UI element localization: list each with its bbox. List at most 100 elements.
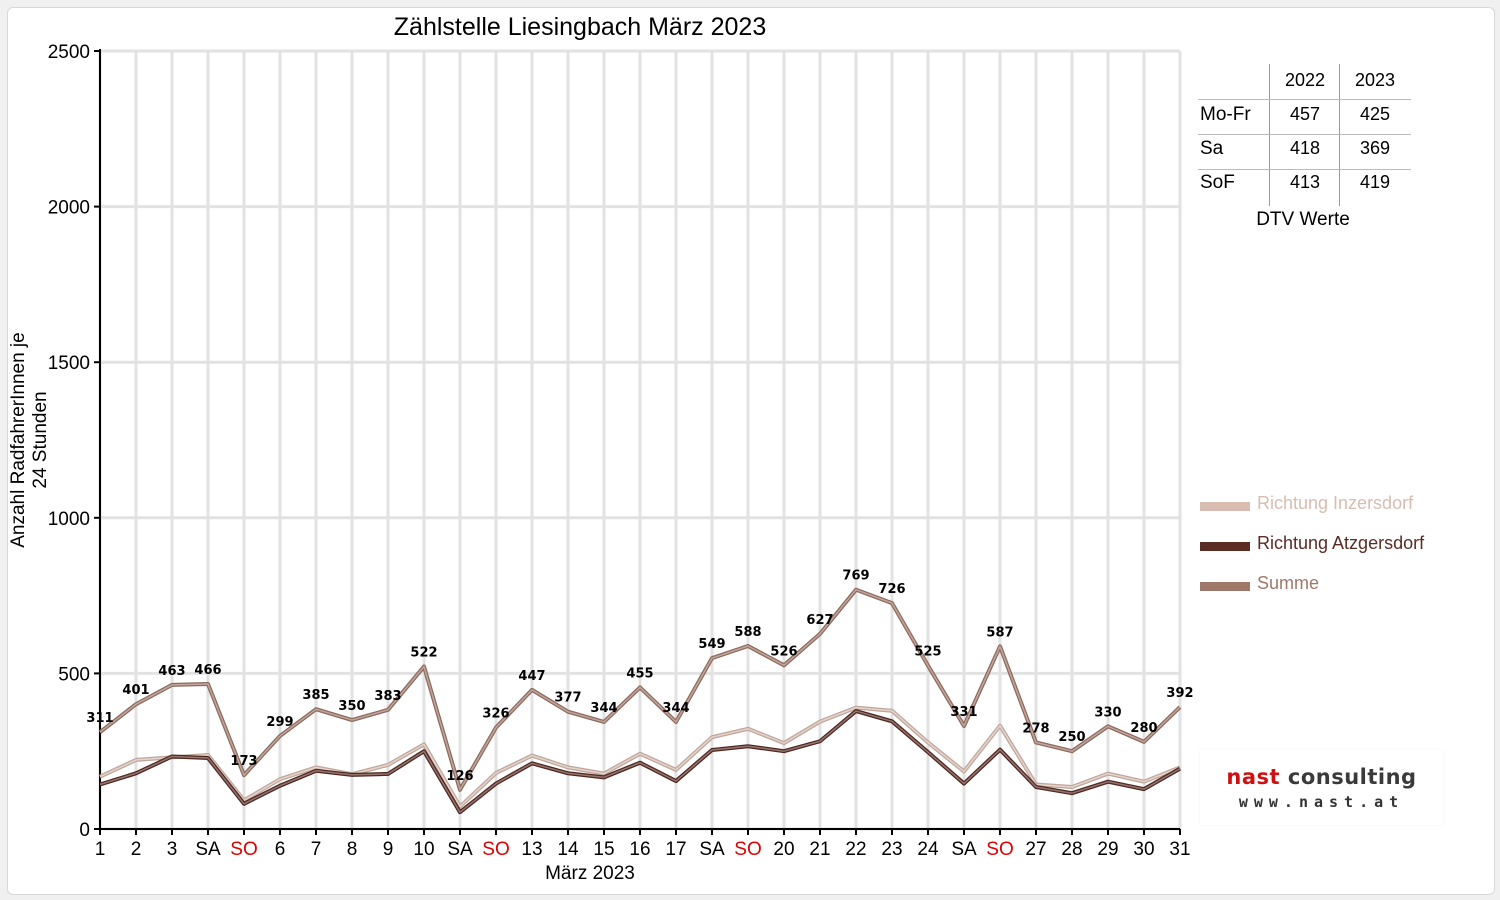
- table-header-2022: 2022: [1284, 70, 1326, 90]
- logo-url: www.nast.at: [1238, 793, 1405, 811]
- logo-name: nast consulting: [1200, 765, 1443, 789]
- data-label: 627: [806, 613, 833, 628]
- row-label: Mo-Fr: [1200, 104, 1251, 125]
- data-label: 769: [842, 569, 869, 584]
- data-label: 401: [122, 683, 149, 698]
- data-label: 726: [878, 582, 905, 597]
- data-label: 447: [518, 669, 545, 684]
- cell-2022: 457: [1289, 104, 1321, 124]
- dtv-table: 2022 2023 Mo-Fr 457 425 Sa 418 369 SoF 4…: [1198, 64, 1413, 206]
- data-label: 299: [266, 715, 293, 730]
- x-tick-label: SO: [986, 839, 1013, 860]
- x-tick-label: 6: [275, 839, 286, 860]
- data-label: 377: [554, 691, 581, 706]
- logo-name-part1: nast: [1226, 765, 1281, 789]
- company-logo: nast consulting www.nast.at: [1200, 750, 1443, 825]
- cell-2023: 369: [1359, 138, 1391, 158]
- x-tick-label: 15: [593, 839, 614, 860]
- table-divider: [1339, 64, 1340, 206]
- x-tick-label: 21: [809, 839, 830, 860]
- x-tick-label: 3: [167, 839, 178, 860]
- x-tick-label: 24: [917, 839, 939, 860]
- x-tick-label: 17: [665, 839, 686, 860]
- row-label: SoF: [1200, 172, 1235, 193]
- legend-swatch: [1200, 502, 1250, 511]
- data-label: 280: [1130, 721, 1157, 736]
- logo-name-part2: consulting: [1280, 765, 1417, 789]
- data-label: 350: [338, 699, 365, 714]
- table-divider: [1269, 64, 1270, 206]
- x-tick-label: SO: [734, 839, 761, 860]
- x-tick-label: 16: [629, 839, 650, 860]
- data-label: 455: [626, 666, 653, 681]
- table-row: SoF 413 419: [1198, 166, 1413, 200]
- x-tick-label: 22: [845, 839, 866, 860]
- data-label: 385: [302, 688, 329, 703]
- x-tick-label: 23: [881, 839, 902, 860]
- x-tick-label: 29: [1097, 839, 1118, 860]
- table-row: Mo-Fr 457 425: [1198, 98, 1413, 132]
- x-tick-label: 9: [383, 839, 394, 860]
- y-tick-label: 2500: [48, 42, 90, 63]
- table-row: Sa 418 369: [1198, 132, 1413, 166]
- x-tick-label: 10: [413, 839, 434, 860]
- data-labels: 311 401 463 466 173 299 385 350 383 522 126 326 447 3…: [86, 569, 1193, 784]
- chart-title: Zählstelle Liesingbach März 2023: [393, 13, 767, 41]
- x-tick-label: SO: [482, 839, 509, 860]
- data-label: 522: [410, 646, 437, 661]
- cell-2023: 419: [1359, 172, 1391, 192]
- series-line: [99, 706, 1181, 808]
- table-rule: [1198, 134, 1411, 135]
- data-label: 526: [770, 644, 797, 659]
- grid: [98, 49, 1182, 831]
- data-label: 466: [194, 663, 221, 678]
- x-tick-label: 30: [1133, 839, 1154, 860]
- legend-label: Richtung Atzgersdorf: [1257, 533, 1425, 553]
- x-tick-label: 1: [95, 839, 106, 860]
- data-label: 250: [1058, 730, 1085, 745]
- data-label: 549: [698, 637, 725, 652]
- x-tick-label: 20: [773, 839, 794, 860]
- x-tick-label: 28: [1061, 839, 1082, 860]
- data-label: 525: [914, 645, 941, 660]
- legend-swatch: [1200, 582, 1250, 591]
- legend-label: Richtung Inzersdorf: [1257, 493, 1414, 513]
- x-axis-title: März 2023: [545, 863, 635, 884]
- row-label: Sa: [1200, 138, 1224, 159]
- table-header-row: 2022 2023: [1198, 64, 1413, 98]
- data-label: 383: [374, 689, 401, 704]
- x-tick-label: SA: [195, 839, 221, 860]
- y-tick-label: 0: [79, 820, 90, 841]
- legend-swatch: [1200, 542, 1250, 551]
- y-axis-title: Anzahl RadfahrerInnen je 24 Stunden: [8, 332, 51, 548]
- y-tick-label: 1500: [48, 353, 90, 374]
- x-tick-label: SO: [230, 839, 257, 860]
- data-label: 126: [446, 769, 473, 784]
- data-label: 278: [1022, 721, 1049, 736]
- y-tick-label: 2000: [48, 198, 90, 219]
- data-label: 588: [734, 625, 761, 640]
- cell-2022: 418: [1289, 138, 1321, 158]
- x-tick-label: 7: [311, 839, 322, 860]
- data-label: 344: [662, 701, 689, 716]
- legend-label: Summe: [1257, 573, 1320, 593]
- dtv-caption: DTV Werte: [1256, 209, 1350, 230]
- y-tick-label: 500: [58, 664, 90, 685]
- series-line: [99, 588, 1181, 791]
- data-label: 326: [482, 707, 509, 722]
- x-tick-label: 8: [347, 839, 358, 860]
- series-lines: [98, 587, 1182, 815]
- data-label: 173: [230, 754, 257, 769]
- data-label: 331: [950, 705, 977, 720]
- table-header-2023: 2023: [1354, 70, 1396, 90]
- y-tick-label: 1000: [48, 509, 90, 530]
- data-label: 311: [86, 711, 113, 726]
- data-label: 392: [1166, 686, 1193, 701]
- data-label: 344: [590, 701, 617, 716]
- table-rule: [1198, 169, 1411, 170]
- cell-2022: 413: [1289, 172, 1321, 192]
- x-tick-label: SA: [447, 839, 473, 860]
- x-tick-label: 14: [557, 839, 579, 860]
